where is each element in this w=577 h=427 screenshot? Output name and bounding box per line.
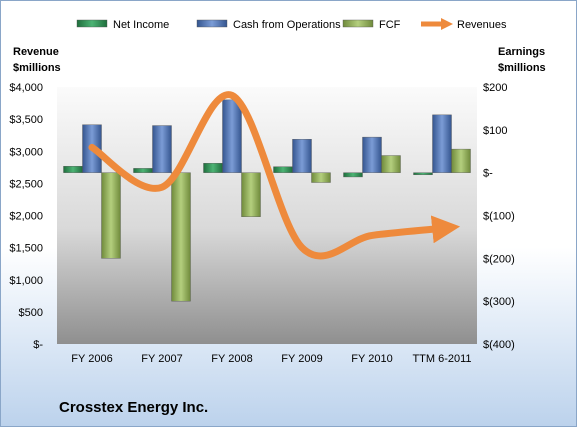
right-tick-label: $- xyxy=(483,168,493,180)
right-tick-label: $(400) xyxy=(483,339,515,351)
left-tick-label: $2,500 xyxy=(9,178,43,190)
bar-cash-from-operations xyxy=(152,125,172,173)
right-tick-label: $200 xyxy=(483,82,507,94)
right-axis-title-line1: Earnings xyxy=(498,46,545,58)
legend-label: FCF xyxy=(379,19,401,31)
legend-arrow-icon xyxy=(441,18,453,30)
x-tick-label: FY 2009 xyxy=(281,353,322,365)
bar-net-income xyxy=(203,163,223,173)
bar-fcf xyxy=(381,155,401,173)
bar-net-income xyxy=(133,168,153,173)
bar-fcf xyxy=(311,172,331,183)
left-tick-label: $1,500 xyxy=(9,243,43,255)
right-tick-label: $(200) xyxy=(483,253,515,265)
left-tick-label: $4,000 xyxy=(9,82,43,94)
legend-label: Cash from Operations xyxy=(233,19,341,31)
left-tick-label: $500 xyxy=(19,307,43,319)
x-tick-label: FY 2010 xyxy=(351,353,392,365)
legend-swatch xyxy=(76,19,108,28)
bar-net-income xyxy=(63,166,83,173)
right-tick-label: $(300) xyxy=(483,296,515,308)
bar-net-income xyxy=(343,172,363,178)
bar-cash-from-operations xyxy=(432,114,452,173)
left-tick-label: $2,000 xyxy=(9,211,43,223)
bar-net-income xyxy=(273,166,293,173)
left-axis-title-line1: Revenue xyxy=(13,46,59,58)
right-tick-label: $(100) xyxy=(483,211,515,223)
x-tick-label: FY 2007 xyxy=(141,353,182,365)
bar-series xyxy=(63,99,471,302)
left-tick-label: $- xyxy=(33,339,43,351)
left-tick-label: $1,000 xyxy=(9,275,43,287)
legend-swatch xyxy=(342,19,374,28)
company-name: Crosstex Energy Inc. xyxy=(59,399,209,416)
bar-cash-from-operations xyxy=(222,99,242,173)
right-tick-label: $100 xyxy=(483,125,507,137)
plot-area xyxy=(57,87,477,344)
x-tick-label: FY 2006 xyxy=(71,353,112,365)
left-axis-ticks: $- $500 $1,000 $1,500 $2,000 $2,500 $3,000 $3,5… xyxy=(9,82,43,351)
bar-net-income xyxy=(413,172,433,176)
legend-label: Revenues xyxy=(457,19,507,31)
bar-cash-from-operations xyxy=(292,139,312,173)
bar-fcf xyxy=(101,172,121,259)
line-revenues xyxy=(88,91,461,260)
x-tick-label: TTM 6-2011 xyxy=(412,353,471,365)
x-axis-ticks: FY 2006 FY 2007 FY 2008 FY 2009 FY 2010 TTM 6… xyxy=(71,353,471,365)
legend-swatch xyxy=(196,19,228,28)
bar-fcf xyxy=(171,172,191,302)
bar-fcf xyxy=(241,172,261,217)
x-tick-label: FY 2008 xyxy=(211,353,252,365)
left-axis-title-line2: $millions xyxy=(13,62,61,74)
left-tick-label: $3,500 xyxy=(9,114,43,126)
bar-cash-from-operations xyxy=(362,136,382,173)
legend: Net Income Cash from Operations FCF Revenue… xyxy=(76,18,507,31)
bar-fcf xyxy=(451,148,471,173)
left-tick-label: $3,000 xyxy=(9,146,43,158)
line-series xyxy=(88,91,461,260)
legend-label: Net Income xyxy=(113,19,169,31)
right-axis-title-line2: $millions xyxy=(498,62,546,74)
right-axis-ticks: $(400) $(300) $(200) $(100) $- $100 $200 xyxy=(483,82,515,351)
